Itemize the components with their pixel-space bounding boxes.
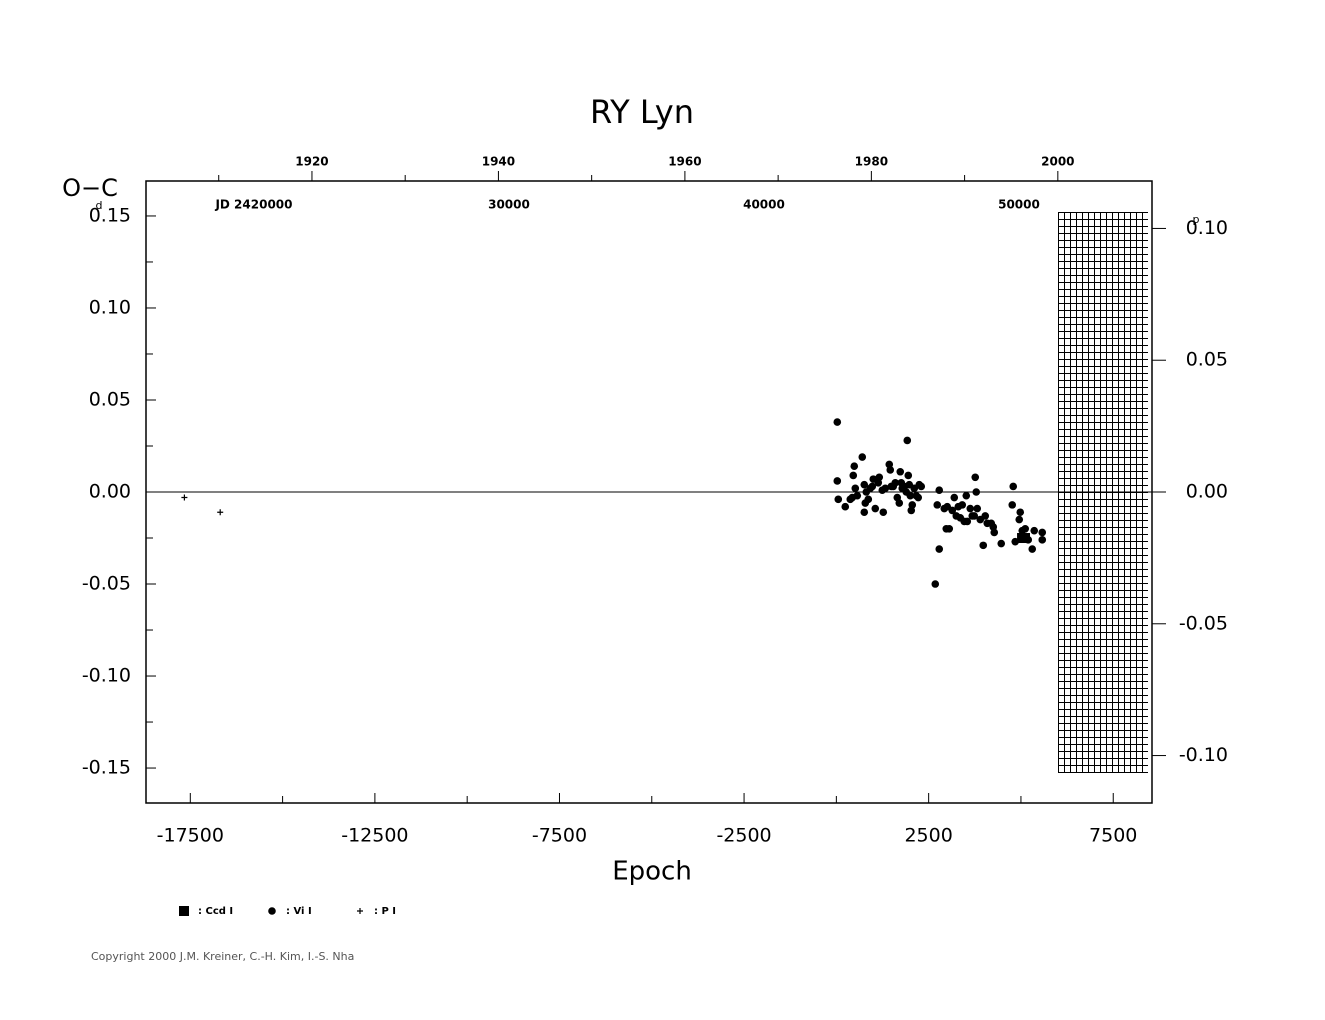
circle-point (871, 504, 880, 513)
circle-point (973, 504, 982, 513)
circle-point (945, 525, 954, 533)
legend-label: : Ccd I (198, 906, 233, 917)
y-tick-label: 0.05 (89, 388, 131, 410)
circle-point (1024, 536, 1033, 544)
top-year-label: 1980 (855, 155, 888, 169)
y-tick-label: 0.00 (89, 481, 131, 503)
circle-point (981, 512, 990, 520)
circle-point (841, 502, 850, 511)
y-axis-unit: d (96, 199, 103, 212)
y2-tick-label: 0.00 (1186, 481, 1228, 503)
circle-point (868, 482, 877, 491)
square-point (179, 906, 189, 916)
circle-point (962, 491, 971, 500)
circle-point (895, 499, 904, 507)
circle-point (833, 477, 842, 485)
y2-tick-label: 0.05 (1186, 349, 1228, 371)
circle-point (966, 504, 975, 513)
y-tick-label: -0.15 (82, 757, 131, 779)
legend-label: : P I (374, 906, 396, 917)
circle-point (849, 471, 858, 480)
circle-point (972, 488, 981, 496)
circle-point (1038, 536, 1047, 544)
circle-point (1015, 515, 1024, 524)
circle-point (1021, 525, 1030, 533)
plus-point (357, 908, 363, 914)
circle-point (881, 484, 890, 493)
x-tick-label: -7500 (532, 825, 587, 847)
circle-point (850, 462, 859, 471)
circle-point (917, 482, 926, 491)
top-year-label: 1960 (668, 155, 701, 169)
circle-point (997, 539, 1006, 548)
circle-point (990, 528, 999, 537)
circle-point (970, 512, 979, 520)
circle-point (891, 478, 900, 487)
circle-point (935, 486, 944, 494)
circle-point (979, 541, 988, 550)
y-tick-label: -0.10 (82, 665, 131, 687)
circle-point (858, 453, 867, 461)
circle-point (963, 517, 972, 526)
circle-point (1030, 526, 1039, 535)
circle-point (1009, 482, 1018, 491)
y-tick-label: -0.05 (82, 573, 131, 595)
top-year-label: 1920 (295, 155, 328, 169)
circle-point (834, 495, 843, 504)
circle-point (950, 493, 959, 502)
circle-point (860, 480, 869, 489)
circle-point (1028, 545, 1037, 553)
circle-point (1011, 537, 1020, 546)
circle-point (914, 493, 923, 502)
top-jd-label: 50000 (998, 198, 1040, 212)
circle-point (1038, 528, 1047, 537)
x-tick-label: 7500 (1089, 825, 1137, 847)
plus-point (217, 509, 224, 516)
circle-point (860, 508, 869, 517)
y2-axis-unit: p (1193, 213, 1200, 226)
y-tick-label: 0.10 (89, 296, 131, 318)
circle-point (833, 418, 842, 426)
top-jd-label: JD 2420000 (214, 198, 292, 212)
circle-point (931, 580, 940, 588)
circle-point (908, 501, 917, 509)
top-jd-label: 30000 (488, 198, 530, 212)
copyright: Copyright 2000 J.M. Kreiner, C.-H. Kim, … (91, 950, 354, 963)
circle-point (903, 436, 912, 445)
x-tick-label: -2500 (716, 825, 771, 847)
circle-point (971, 473, 980, 482)
chart-title: RY Lyn (590, 93, 694, 131)
y2-tick-label: -0.10 (1179, 744, 1228, 766)
circle-point (886, 466, 895, 474)
y2-tick-label: -0.05 (1179, 612, 1228, 634)
x-tick-label: -17500 (157, 825, 224, 847)
y-axis-label: O−C (62, 174, 118, 202)
circle-point (1016, 508, 1025, 517)
circle-point (268, 907, 276, 915)
circle-point (958, 501, 967, 509)
circle-point (875, 473, 884, 482)
circle-point (933, 501, 942, 509)
circle-point (906, 491, 915, 500)
circle-point (1008, 501, 1017, 509)
x-tick-label: 2500 (904, 825, 952, 847)
circle-point (935, 545, 944, 553)
circle-point (864, 495, 873, 504)
y-tick-label: 0.15 (89, 204, 131, 226)
circle-point (853, 491, 862, 500)
y2-tick-label: 0.10 (1186, 217, 1228, 239)
circle-point (896, 467, 905, 476)
x-tick-label: -12500 (341, 825, 408, 847)
top-year-label: 2000 (1041, 155, 1074, 169)
top-year-label: 1940 (482, 155, 515, 169)
circle-point (904, 471, 913, 480)
circle-point (948, 506, 957, 515)
circle-point (879, 508, 888, 517)
x-axis-label: Epoch (612, 857, 692, 887)
legend-label: : Vi I (286, 906, 312, 917)
top-jd-label: 40000 (743, 198, 785, 212)
circle-point (851, 484, 860, 493)
plus-point (181, 494, 188, 501)
